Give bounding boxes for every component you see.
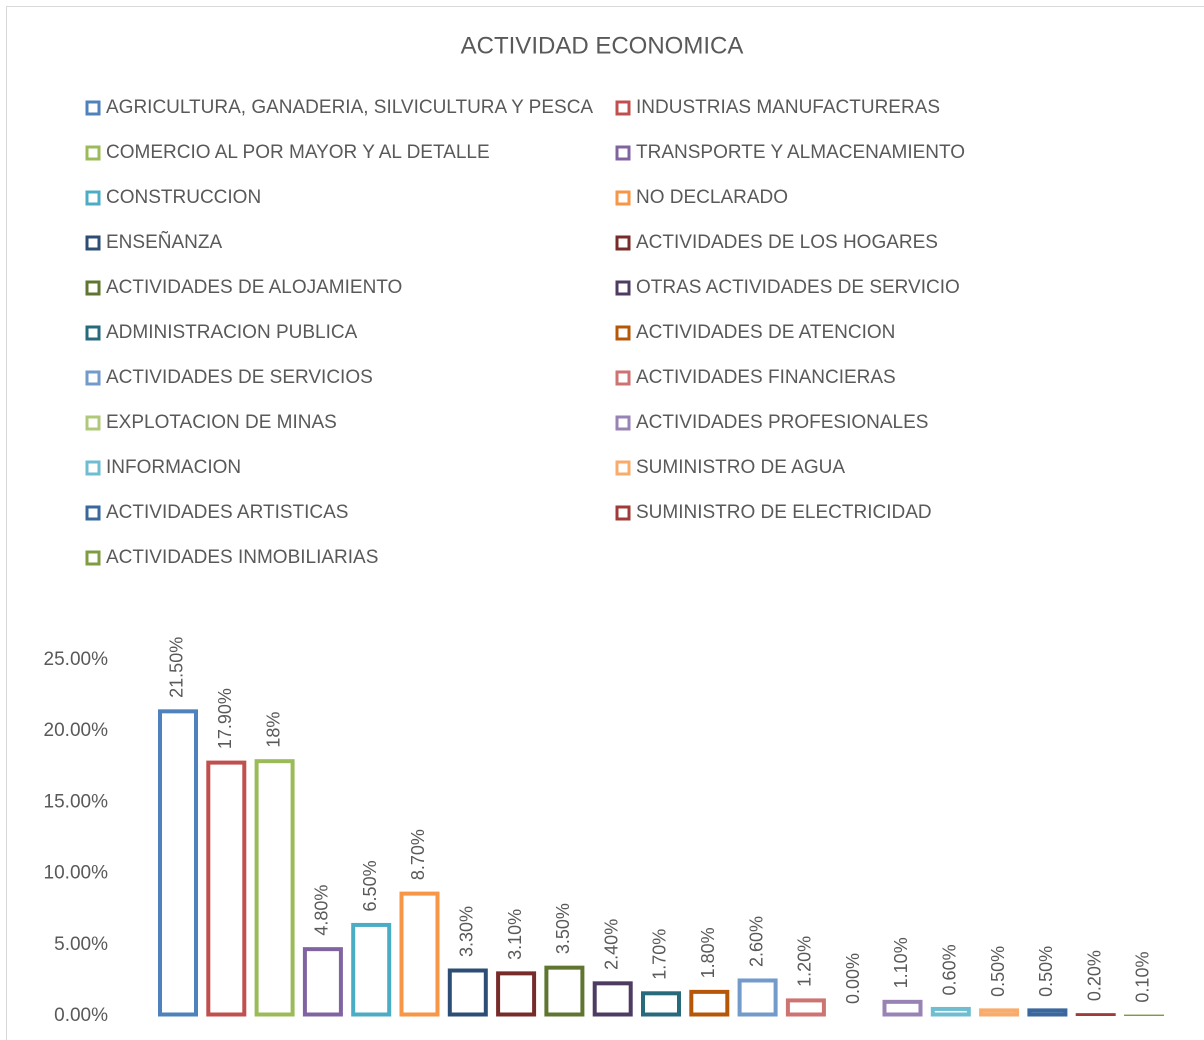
legend-marker [85, 100, 101, 116]
legend-marker [615, 370, 631, 386]
bar [447, 968, 488, 1017]
y-tick-label: 10.00% [44, 863, 109, 884]
bar [496, 971, 537, 1017]
legend-marker [85, 505, 101, 521]
data-label: 1.70% [650, 929, 670, 980]
y-tick-label: 25.00% [44, 649, 109, 670]
bar [302, 947, 343, 1017]
legend-marker [615, 235, 631, 251]
bar [930, 1006, 971, 1017]
data-label: 18% [263, 712, 283, 748]
legend-label: ACTIVIDADES DE ATENCION [636, 322, 895, 343]
data-label: 1.20% [795, 936, 815, 987]
bar [979, 1008, 1020, 1017]
data-label: 2.60% [746, 916, 766, 967]
legend-marker [615, 505, 631, 521]
legend-label: ADMINISTRACION PUBLICA [106, 322, 358, 343]
legend-marker [85, 190, 101, 206]
data-label: 0.60% [940, 944, 960, 995]
chart-border [6, 6, 1204, 1040]
bar-cap [1075, 1013, 1116, 1016]
bar [399, 891, 440, 1017]
y-tick-label: 0.00% [54, 1005, 108, 1026]
bar [785, 998, 826, 1017]
legend-marker [85, 145, 101, 161]
legend-marker [85, 550, 101, 566]
data-label: 21.50% [167, 637, 187, 698]
legend-label: ENSEÑANZA [106, 231, 222, 253]
legend-marker [615, 145, 631, 161]
bar [254, 759, 295, 1017]
legend-label: INFORMACION [106, 457, 241, 478]
bar [544, 965, 585, 1017]
legend-label: NO DECLARADO [636, 187, 788, 208]
legend-label: COMERCIO AL POR MAYOR Y AL DETALLE [106, 142, 490, 163]
legend-marker [85, 415, 101, 431]
legend-marker [615, 325, 631, 341]
data-label: 17.90% [215, 688, 235, 749]
legend-label: CONSTRUCCION [106, 187, 261, 208]
legend-label: ACTIVIDADES FINANCIERAS [636, 367, 896, 388]
legend-label: ACTIVIDADES DE LOS HOGARES [636, 232, 938, 253]
legend-marker [615, 100, 631, 116]
data-label: 0.20% [1084, 950, 1104, 1001]
data-label: 1.80% [698, 927, 718, 978]
bar [1027, 1008, 1068, 1017]
legend-label: EXPLOTACION DE MINAS [106, 412, 337, 433]
data-label: 3.30% [457, 906, 477, 957]
legend-label: ACTIVIDADES ARTISTICAS [106, 502, 348, 523]
bar [592, 981, 633, 1017]
legend-marker [85, 370, 101, 386]
bar-cap [1124, 1014, 1164, 1016]
legend-label: SUMINISTRO DE AGUA [636, 457, 845, 478]
legend-label: INDUSTRIAS MANUFACTURERAS [636, 97, 940, 118]
y-tick-label: 20.00% [44, 720, 109, 741]
bar [206, 760, 247, 1017]
data-label: 1.10% [891, 937, 911, 988]
legend-marker [615, 190, 631, 206]
chart-title: ACTIVIDAD ECONOMICA [461, 32, 744, 59]
bar [158, 709, 198, 1017]
legend-marker [615, 415, 631, 431]
data-label: 2.40% [601, 919, 621, 970]
data-label: 8.70% [408, 829, 428, 880]
y-tick-label: 5.00% [54, 934, 108, 955]
legend-label: ACTIVIDADES INMOBILIARIAS [106, 547, 378, 568]
data-label: 3.50% [553, 903, 573, 954]
data-label: 6.50% [360, 860, 380, 911]
legend-label: ACTIVIDADES PROFESIONALES [636, 412, 928, 433]
bar [689, 989, 730, 1017]
legend-label: ACTIVIDADES DE SERVICIOS [106, 367, 373, 388]
data-label: 4.80% [312, 885, 332, 936]
legend-label: OTRAS ACTIVIDADES DE SERVICIO [636, 277, 960, 298]
legend-marker [85, 280, 101, 296]
data-label: 0.50% [988, 946, 1008, 997]
legend-marker [85, 235, 101, 251]
legend-marker [615, 280, 631, 296]
data-label: 0.50% [1036, 946, 1056, 997]
bar [351, 922, 392, 1017]
data-label: 0.10% [1133, 952, 1153, 1003]
y-tick-label: 15.00% [44, 791, 109, 812]
data-label: 0.00% [843, 953, 863, 1004]
legend-label: AGRICULTURA, GANADERIA, SILVICULTURA Y P… [106, 97, 593, 118]
data-label: 3.10% [505, 909, 525, 960]
legend-marker [615, 460, 631, 476]
bar [737, 978, 778, 1017]
legend-label: SUMINISTRO DE ELECTRICIDAD [636, 502, 932, 523]
legend-marker [85, 460, 101, 476]
bar [882, 999, 923, 1017]
legend-label: ACTIVIDADES DE ALOJAMIENTO [106, 277, 402, 298]
legend-label: TRANSPORTE Y ALMACENAMIENTO [636, 142, 965, 163]
legend-marker [85, 325, 101, 341]
bar [641, 991, 681, 1017]
